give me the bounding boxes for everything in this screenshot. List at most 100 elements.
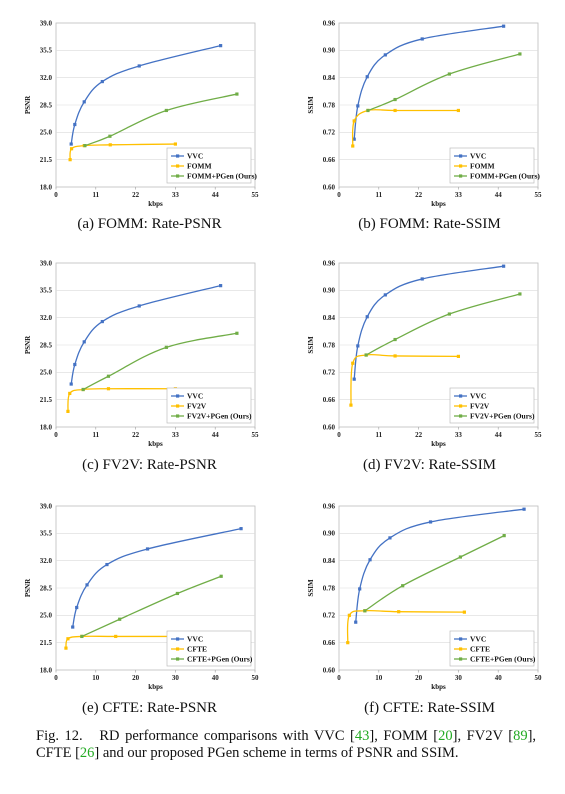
legend-swatch-marker [459,154,463,158]
data-point-vvc [85,583,89,587]
x-tick-label: 44 [495,191,503,199]
x-tick-label: 20 [415,674,423,682]
legend-swatch-marker [176,404,180,408]
data-point-vvc [428,520,433,524]
x-tick-label: 22 [415,431,423,439]
data-point-base [397,610,401,614]
x-tick-label: 33 [455,191,463,199]
x-tick-label: 0 [54,191,58,199]
caption-label: Fig. 12. [36,728,83,744]
y-tick-label: 0.84 [323,314,336,322]
data-point-pgen [164,108,168,113]
y-tick-label: 0.66 [323,639,336,647]
y-tick-label: 0.60 [323,666,336,674]
y-tick-label: 0.66 [323,396,336,404]
y-axis-label: SSIM [307,336,315,354]
y-tick-label: 0.60 [323,423,336,431]
legend-entry-base: FOMM [470,162,495,171]
x-tick-label: 55 [252,431,260,439]
y-tick-label: 35.5 [40,287,53,295]
caption-text-5: ] and our proposed PGen scheme in terms … [94,745,459,761]
legend-entry-vvc: VVC [470,635,486,644]
subcaption-f: (f) CFTE: Rate-SSIM [364,700,495,716]
data-point-base [346,641,350,645]
data-point-vvc [239,527,243,531]
x-tick-label: 20 [132,674,140,682]
data-point-vvc [71,625,75,629]
caption-text-3: ], FV2V [ [452,728,514,744]
chart-panel-b: 0.60 0.66 0.72 0.78 0.84 0.90 0.96 0 11 22 33 44 55 k… [283,6,565,208]
data-point-base [351,144,355,148]
data-point-vvc [69,142,73,146]
data-point-pgen [81,387,85,392]
x-tick-label: 40 [212,674,220,682]
data-point-pgen [80,634,84,639]
data-point-base [351,361,355,365]
data-point-pgen [393,337,397,342]
legend-swatch-marker [459,164,463,168]
x-tick-label: 0 [54,431,58,439]
x-axis-label: kbps [148,200,163,208]
data-point-base [108,143,112,147]
y-tick-label: 0.72 [323,129,336,137]
y-tick-label: 21.5 [40,156,53,164]
data-point-vvc [388,536,392,540]
data-point-vvc [69,382,73,386]
data-point-base [462,610,466,614]
x-tick-label: 0 [54,674,58,682]
legend-box [166,147,252,184]
series-line-vvc [70,45,221,145]
caption-text-4: ], CFTE [ [36,728,537,761]
chart-panel-f: 0.60 0.66 0.72 0.78 0.84 0.90 0.96 0 10 20 30 40 50 k… [283,489,565,691]
y-tick-label: 0.96 [323,259,336,267]
x-tick-label: 50 [535,674,543,682]
data-point-pgen [235,92,239,96]
x-tick-label: 0 [337,191,341,199]
data-point-vvc [219,284,223,288]
ref-cfte-link[interactable]: 26 [79,745,95,761]
y-tick-label: 18.0 [40,183,53,191]
data-point-vvc [502,264,506,268]
y-tick-label: 25.0 [40,129,53,137]
ref-fomm-link[interactable]: 20 [438,728,453,744]
y-tick-label: 0.78 [323,584,336,592]
y-tick-label: 0.72 [323,369,336,377]
data-point-base [64,646,68,650]
data-point-pgen [502,534,506,538]
data-point-pgen [175,591,179,596]
data-point-vvc [383,53,387,57]
legend-swatch-marker [459,414,463,418]
data-point-vvc [73,122,77,127]
data-point-vvc [100,319,104,324]
legend-entry-pgen: FOMM+PGen (Ours) [187,172,257,181]
data-point-vvc [365,315,369,319]
y-tick-label: 0.60 [323,183,336,191]
series-line-pgen [84,93,238,147]
ref-fv2v-link[interactable]: 89 [513,728,528,744]
x-tick-label: 55 [535,191,543,199]
legend-entry-pgen: CFTE+PGen (Ours) [187,655,253,664]
x-tick-label: 40 [495,674,503,682]
legend-swatch-marker [459,637,463,641]
subcaption-b: (b) FOMM: Rate-SSIM [358,216,501,232]
subcaption-e: (e) CFTE: Rate-PSNR [82,700,217,716]
data-point-base [393,108,397,113]
subcaption-a: (a) FOMM: Rate-PSNR [77,216,222,232]
y-tick-label: 39.0 [40,502,53,510]
y-tick-label: 0.78 [323,101,336,109]
legend-entry-base: FOMM [187,162,212,171]
data-point-vvc [368,558,372,562]
x-tick-label: 33 [455,431,463,439]
data-point-base [68,158,72,162]
y-tick-label: 21.5 [40,639,53,647]
data-point-pgen [518,52,522,56]
y-tick-label: 39.0 [40,259,53,267]
ref-vvc-link[interactable]: 43 [354,728,370,744]
y-tick-label: 28.5 [40,341,53,349]
y-axis-label: SSIM [307,579,315,597]
legend-entry-pgen: FOMM+PGen (Ours) [470,172,540,181]
data-point-base [349,403,353,407]
data-point-vvc [137,304,141,308]
data-point-pgen [393,97,397,102]
x-tick-label: 55 [535,431,543,439]
